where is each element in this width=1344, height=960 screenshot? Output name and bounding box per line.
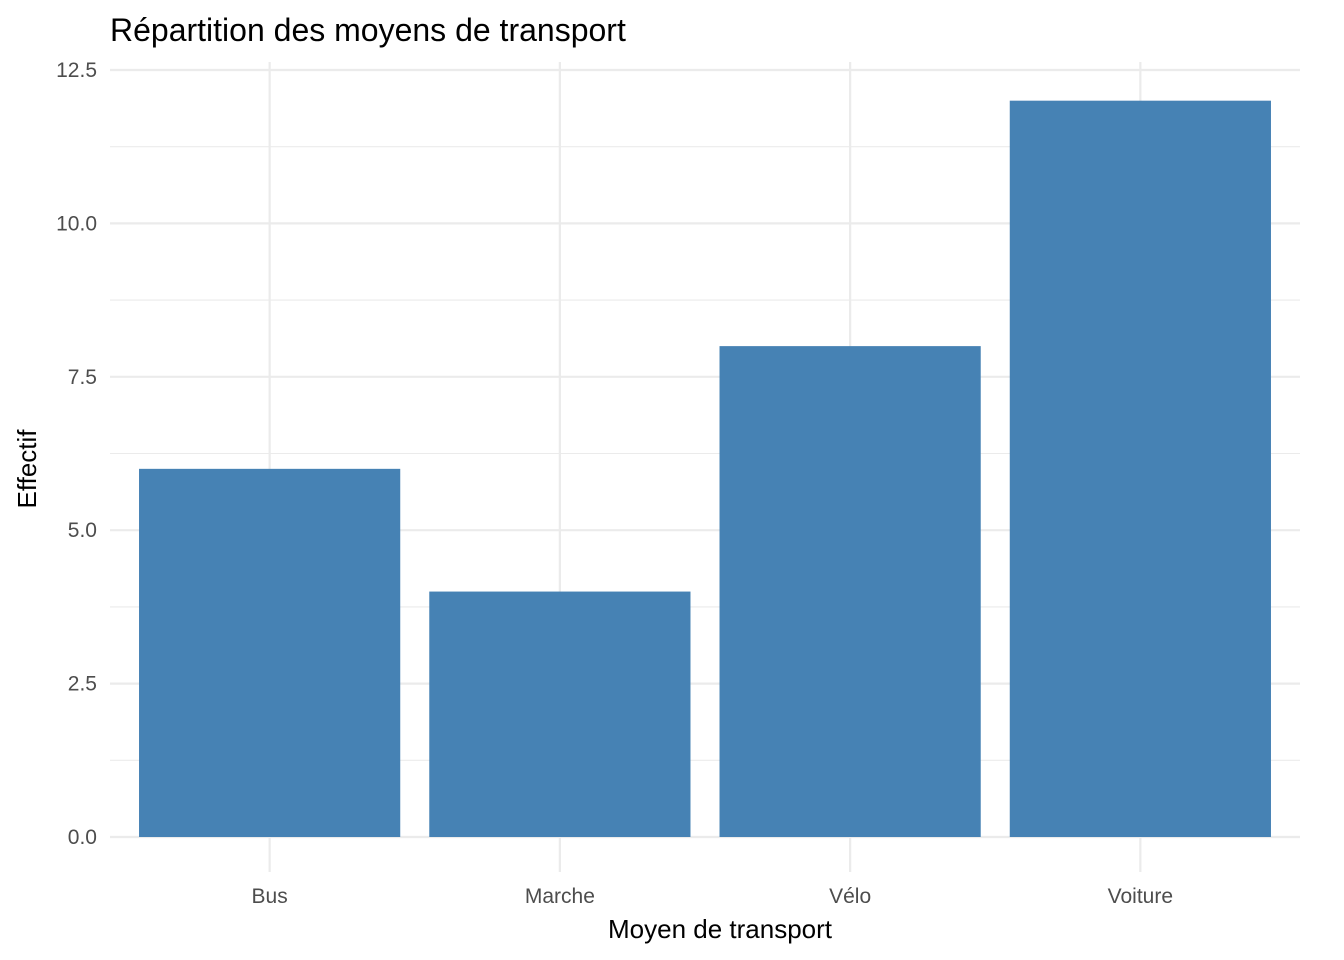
y-tick-label: 7.5: [68, 366, 97, 389]
bars: [139, 100, 1271, 838]
bar-marche: [429, 591, 691, 837]
x-tick-label: Vélo: [829, 885, 871, 908]
y-tick-label: 10.0: [56, 212, 97, 235]
y-axis-title: Effectif: [12, 429, 42, 509]
y-tick-label: 12.5: [56, 59, 97, 82]
bar-vélo: [719, 346, 981, 837]
x-tick-label: Bus: [252, 885, 288, 908]
x-tick-label: Marche: [525, 885, 595, 908]
bar-bus: [139, 468, 401, 837]
x-axis-ticks: Bus Marche Vélo Voiture: [252, 885, 1174, 908]
bar-voiture: [1009, 100, 1271, 838]
y-axis-ticks: 0.0 2.5 5.0 7.5 10.0 12.5: [56, 59, 97, 849]
x-tick-label: Voiture: [1108, 885, 1173, 908]
chart-title: Répartition des moyens de transport: [110, 12, 626, 48]
y-tick-label: 5.0: [68, 519, 97, 542]
y-tick-label: 0.0: [68, 826, 97, 849]
x-axis-title: Moyen de transport: [608, 914, 833, 944]
y-tick-label: 2.5: [68, 673, 97, 696]
